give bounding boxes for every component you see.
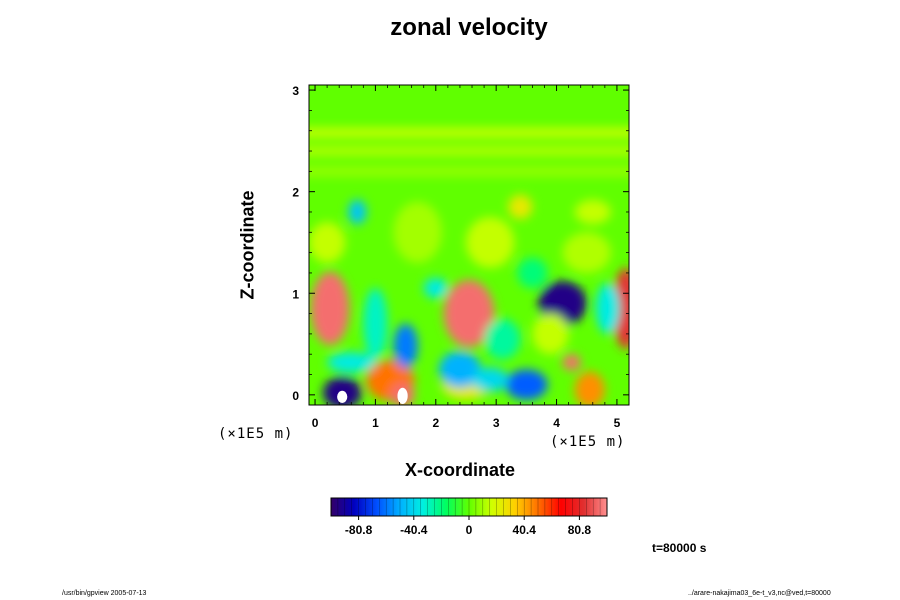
y-tick-label: 3 [292,84,299,98]
field-feature [438,351,482,388]
plot-area [309,85,629,405]
field-feature [562,354,581,371]
chart-title: zonal velocity [390,14,548,41]
colorbar-tick-label: -40.4 [400,523,428,537]
x-tick-label: 4 [553,416,560,430]
colorbar-tick-label: -80.8 [345,523,373,537]
field-feature [508,194,533,220]
field-feature [393,323,418,369]
x-axis-unit: (×1E5 m) [550,434,626,450]
field-feature [393,201,442,263]
field-band [309,145,629,157]
y-axis-label: Z-coordinate [237,190,258,300]
x-axis-label: X-coordinate [405,460,516,480]
field-feature [517,257,548,289]
colorbar-tick-label: 0 [466,523,473,537]
y-tick-label: 1 [292,287,299,301]
time-label: t=80000 s [652,541,707,555]
field-feature [595,283,620,334]
colorbar-tick-label: 40.4 [513,523,537,537]
x-tick-label: 0 [312,416,319,430]
field-feature [465,217,515,268]
field-band [309,127,629,138]
field-feature [484,318,521,360]
field-feature [574,199,611,225]
field-feature [310,271,350,346]
x-tick-label: 3 [493,416,500,430]
field-feature [309,222,346,263]
field-feature [363,288,388,360]
plot-frame [308,84,630,406]
field-feature [612,267,629,350]
x-tick-label: 2 [432,416,439,430]
masked-region [337,390,348,403]
field-feature [574,371,605,405]
field-feature [423,278,448,299]
field-feature [472,367,509,392]
field-feature [505,369,548,400]
x-tick-label: 1 [372,416,379,430]
field-feature [562,232,611,273]
masked-region [397,387,408,404]
y-axis-unit: (×1E5 m) [218,426,294,442]
y-tick-label: 0 [292,389,299,403]
field-feature [348,199,367,225]
y-tick-label: 2 [292,186,299,200]
colorbar-tick-label: 80.8 [568,523,592,537]
field-feature [532,313,569,355]
x-tick-label: 5 [614,416,621,430]
field-feature [327,352,376,373]
footer-command: /usr/bin/gpview 2005-07-13 [62,590,147,597]
footer-file: ../arare-nakajima03_6e-t_v3,nc@ved,t=800… [688,590,831,597]
field-feature [443,280,495,348]
field-band [309,166,629,177]
